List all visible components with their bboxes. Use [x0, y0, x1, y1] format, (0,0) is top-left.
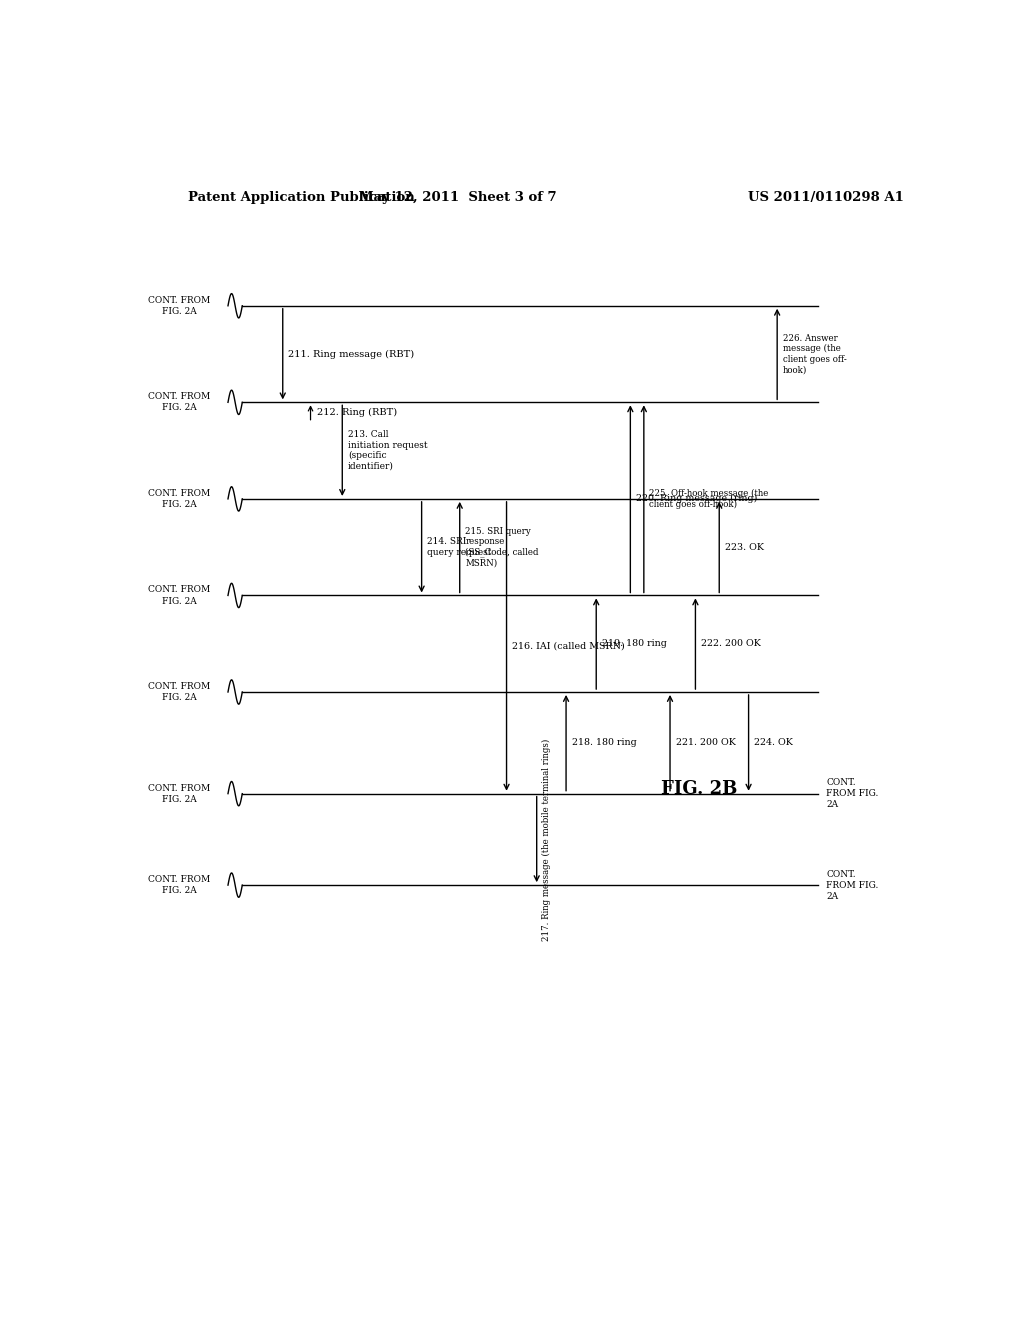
Text: CONT. FROM
FIG. 2A: CONT. FROM FIG. 2A	[148, 875, 211, 895]
Text: 224. OK: 224. OK	[754, 738, 793, 747]
Text: 225. Off-hook message (the
client goes off-hook): 225. Off-hook message (the client goes o…	[649, 488, 769, 508]
Text: CONT. FROM
FIG. 2A: CONT. FROM FIG. 2A	[148, 488, 211, 510]
Text: 220. Ring message (ring): 220. Ring message (ring)	[636, 494, 758, 503]
Text: CONT. FROM
FIG. 2A: CONT. FROM FIG. 2A	[148, 784, 211, 804]
Text: May 12, 2011  Sheet 3 of 7: May 12, 2011 Sheet 3 of 7	[358, 190, 556, 203]
Text: CONT. FROM
FIG. 2A: CONT. FROM FIG. 2A	[148, 392, 211, 412]
Text: FIG. 2B: FIG. 2B	[662, 780, 737, 797]
Text: 221. 200 OK: 221. 200 OK	[676, 738, 735, 747]
Text: US 2011/0110298 A1: US 2011/0110298 A1	[749, 190, 904, 203]
Text: 217. Ring message (the mobile terminal rings): 217. Ring message (the mobile terminal r…	[542, 738, 551, 941]
Text: 211. Ring message (RBT): 211. Ring message (RBT)	[289, 350, 415, 359]
Text: CONT. FROM
FIG. 2A: CONT. FROM FIG. 2A	[148, 585, 211, 606]
Text: 213. Call
initiation request
(specific
identifier): 213. Call initiation request (specific i…	[348, 430, 427, 471]
Text: Patent Application Publication: Patent Application Publication	[187, 190, 415, 203]
Text: 215. SRI query
response
(SS_Code, called
MSRN): 215. SRI query response (SS_Code, called…	[465, 527, 539, 568]
Text: 214. SRI
query request: 214. SRI query request	[427, 537, 492, 557]
Text: CONT.
FROM FIG.
2A: CONT. FROM FIG. 2A	[826, 777, 879, 809]
Text: CONT.
FROM FIG.
2A: CONT. FROM FIG. 2A	[826, 870, 879, 900]
Text: CONT. FROM
FIG. 2A: CONT. FROM FIG. 2A	[148, 296, 211, 315]
Text: 219. 180 ring: 219. 180 ring	[602, 639, 667, 648]
Text: 212. Ring (RBT): 212. Ring (RBT)	[316, 408, 397, 417]
Text: 223. OK: 223. OK	[725, 543, 764, 552]
Text: 218. 180 ring: 218. 180 ring	[571, 738, 636, 747]
Text: 222. 200 OK: 222. 200 OK	[701, 639, 761, 648]
Text: 216. IAI (called MSRN): 216. IAI (called MSRN)	[512, 642, 625, 651]
Text: CONT. FROM
FIG. 2A: CONT. FROM FIG. 2A	[148, 682, 211, 702]
Text: 226. Answer
message (the
client goes off-
hook): 226. Answer message (the client goes off…	[782, 334, 847, 375]
